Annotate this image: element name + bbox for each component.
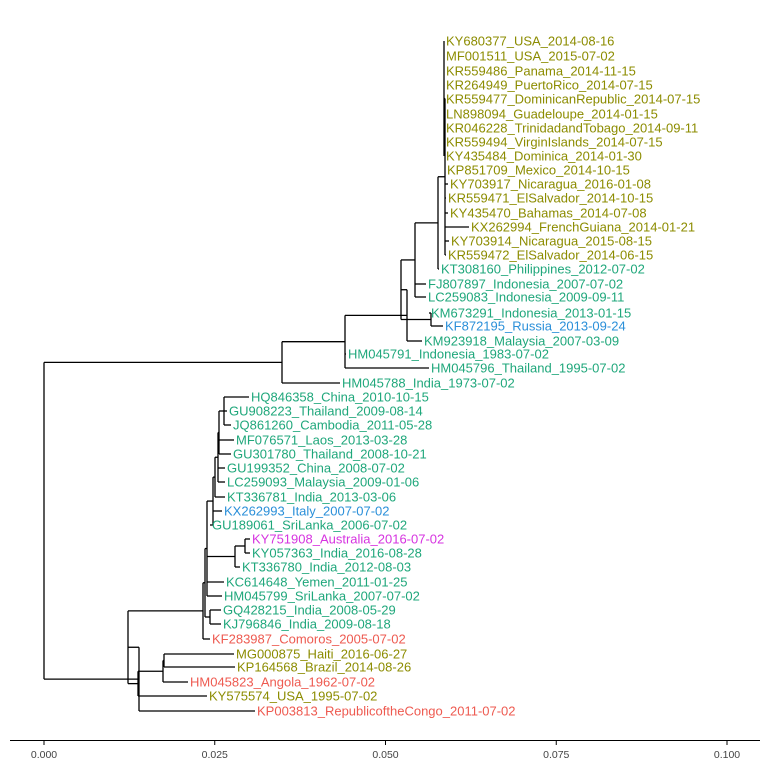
tip-label: KY703914_Nicaragua_2015-08-15 bbox=[451, 234, 652, 249]
tip-label: LC259083_Indonesia_2009-09-11 bbox=[428, 290, 624, 305]
tip-label: HM045791_Indonesia_1983-07-02 bbox=[348, 347, 549, 362]
tip-label: KY703917_Nicaragua_2016-01-08 bbox=[450, 177, 651, 192]
node-ecsa-b bbox=[162, 659, 188, 683]
tip-label: KR559486_Panama_2014-11-15 bbox=[446, 64, 636, 79]
tip-label: KP164568_Brazil_2014-08-26 bbox=[237, 660, 411, 675]
tip-label: KR264949_PuertoRico_2014-07-15 bbox=[446, 78, 653, 93]
tip-label: GU189061_SriLanka_2006-07-02 bbox=[212, 518, 407, 533]
tip-label: MF001511_USA_2015-07-02 bbox=[446, 49, 615, 64]
x-tick-label: 0.025 bbox=[202, 749, 228, 761]
tip-label: KM923918_Malaysia_2007-03-09 bbox=[424, 334, 619, 349]
x-tick-label: 0.000 bbox=[31, 749, 57, 761]
tip-label: KJ796846_India_2009-08-18 bbox=[223, 617, 391, 632]
tip-label: LC259093_Malaysia_2009-01-06 bbox=[227, 475, 419, 490]
tip-label: FJ807897_Indonesia_2007-07-02 bbox=[428, 277, 623, 292]
tip-label: KP851709_Mexico_2014-10-15 bbox=[447, 163, 630, 178]
tip-label: HM045799_SriLanka_2007-07-02 bbox=[224, 589, 420, 604]
tip-label: KR559471_ElSalvador_2014-10-15 bbox=[448, 191, 653, 206]
node-iol-f bbox=[244, 538, 250, 554]
tip-label: KR559472_ElSalvador_2014-06-15 bbox=[448, 248, 653, 263]
node-ecsa-a bbox=[163, 653, 235, 668]
tip-label: KF872195_Russia_2013-09-24 bbox=[445, 319, 626, 334]
tip-label: HM045796_Thailand_1995-07-02 bbox=[431, 361, 625, 376]
tip-label: GU908223_Thailand_2009-08-14 bbox=[229, 404, 423, 419]
node-asian-root bbox=[281, 341, 345, 384]
tip-label: KY680377_USA_2014-08-16 bbox=[446, 34, 614, 49]
node-asian-a bbox=[437, 176, 445, 270]
tip-label: KC614648_Yemen_2011-01-25 bbox=[226, 575, 407, 590]
x-tick-label: 0.100 bbox=[714, 749, 740, 761]
tip-label: KY435470_Bahamas_2014-07-08 bbox=[450, 206, 647, 221]
tip-label: KR559477_DominicanRepublic_2014-07-15 bbox=[446, 92, 700, 107]
tip-label: MG000875_Haiti_2016-06-27 bbox=[236, 647, 407, 662]
tip-label: KT308160_Philippines_2012-07-02 bbox=[441, 262, 645, 277]
tree-branches bbox=[43, 41, 469, 712]
tip-label: KX262993_Italy_2007-07-02 bbox=[224, 504, 390, 519]
tip-label: KY751908_Australia_2016-07-02 bbox=[252, 532, 444, 547]
tip-label: KX262994_FrenchGuiana_2014-01-21 bbox=[471, 220, 695, 235]
tip-label: KR046228_TrinidadandTobago_2014-09-11 bbox=[446, 121, 698, 136]
x-tick-label: 0.075 bbox=[543, 749, 569, 761]
tip-label: KM673291_Indonesia_2013-01-15 bbox=[431, 306, 631, 321]
tip-label: GQ428215_India_2008-05-29 bbox=[223, 603, 396, 618]
tip-label: KP003813_RepublicoftheCongo_2011-07-02 bbox=[257, 704, 516, 719]
tip-label: MF076571_Laos_2013-03-28 bbox=[236, 433, 407, 448]
tip-label: KY435484_Dominica_2014-01-30 bbox=[446, 149, 642, 164]
tip-label: HM045823_Angola_1962-07-02 bbox=[190, 675, 375, 690]
tip-label: JQ861260_Cambodia_2011-05-28 bbox=[233, 418, 432, 433]
tip-label: HQ846358_China_2010-10-15 bbox=[251, 390, 429, 405]
node-iol-i bbox=[209, 609, 221, 625]
tip-label: GU199352_China_2008-07-02 bbox=[227, 461, 405, 476]
tip-label: GU301780_Thailand_2008-10-21 bbox=[233, 447, 427, 462]
tip-label: KY057363_India_2016-08-28 bbox=[252, 546, 422, 561]
x-tick-label: 0.050 bbox=[372, 749, 398, 761]
tip-labels: KY680377_USA_2014-08-16MF001511_USA_2015… bbox=[190, 34, 700, 719]
tip-label: KT336781_India_2013-03-06 bbox=[227, 490, 396, 505]
tip-label: HM045788_India_1973-07-02 bbox=[342, 376, 515, 391]
tip-label: KR559494_VirginIslands_2014-07-15 bbox=[446, 135, 663, 150]
x-axis: 0.000 0.025 0.050 0.075 0.100 bbox=[10, 740, 760, 761]
tip-label: LN898094_Guadeloupe_2014-01-15 bbox=[446, 107, 658, 122]
tip-label: KT336780_India_2012-08-03 bbox=[242, 560, 411, 575]
tip-label: KF283987_Comoros_2005-07-02 bbox=[212, 632, 406, 647]
tip-label: KY575574_USA_1995-07-02 bbox=[209, 689, 377, 704]
node-iol-d bbox=[214, 456, 225, 498]
